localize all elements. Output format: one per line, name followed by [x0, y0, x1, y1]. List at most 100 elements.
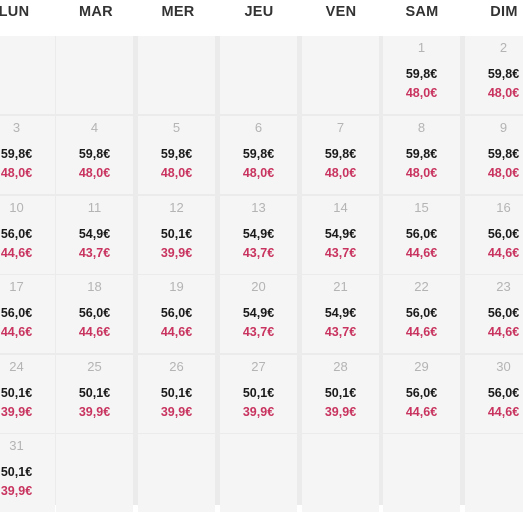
price-label: 59,8€	[324, 147, 357, 161]
price-label: 50,1€	[160, 227, 193, 241]
day-number: 13	[251, 200, 266, 215]
discount-price-label: 48,0€	[242, 166, 275, 180]
discount-price-label: 48,0€	[405, 166, 438, 180]
calendar-day-cell[interactable]: 3 59,8€ 48,0€	[0, 116, 55, 194]
calendar-day-cell[interactable]: 1 59,8€ 48,0€	[383, 36, 460, 114]
day-number: 31	[9, 438, 24, 453]
day-number: 28	[333, 359, 348, 374]
calendar-day-cell[interactable]: 29 56,0€ 44,6€	[383, 355, 460, 433]
price-label: 59,8€	[78, 147, 111, 161]
empty-cell	[302, 434, 379, 512]
empty-cell	[302, 36, 379, 114]
day-number: 16	[496, 200, 511, 215]
day-number: 19	[169, 279, 184, 294]
day-number: 5	[172, 120, 181, 135]
day-number: 21	[333, 279, 348, 294]
calendar-day-cell[interactable]: 9 59,8€ 48,0€	[465, 116, 523, 194]
calendar-day-cell[interactable]: 11 54,9€ 43,7€	[56, 196, 133, 274]
discount-price-label: 44,6€	[160, 325, 193, 339]
discount-price-label: 48,0€	[0, 166, 33, 180]
price-label: 59,8€	[487, 67, 520, 81]
day-number: 26	[169, 359, 184, 374]
day-number: 18	[87, 279, 102, 294]
empty-cell	[138, 36, 215, 114]
discount-price-label: 39,9€	[78, 405, 111, 419]
calendar-day-cell[interactable]: 30 56,0€ 44,6€	[465, 355, 523, 433]
empty-cell	[383, 434, 460, 512]
calendar-day-cell[interactable]: 16 56,0€ 44,6€	[465, 196, 523, 274]
day-number: 10	[9, 200, 24, 215]
discount-price-label: 43,7€	[324, 246, 357, 260]
discount-price-label: 43,7€	[242, 246, 275, 260]
discount-price-label: 44,6€	[487, 325, 520, 339]
price-label: 50,1€	[78, 386, 111, 400]
weekday-header: LUN MAR MER JEU VEN SAM DIM	[0, 0, 523, 36]
price-label: 54,9€	[242, 227, 275, 241]
empty-cell	[0, 36, 55, 114]
calendar-day-cell[interactable]: 28 50,1€ 39,9€	[302, 355, 379, 433]
day-number: 12	[169, 200, 184, 215]
day-number: 30	[496, 359, 511, 374]
calendar-day-cell[interactable]: 31 50,1€ 39,9€	[0, 434, 55, 512]
empty-cell	[220, 434, 297, 512]
calendar-day-cell[interactable]: 20 54,9€ 43,7€	[220, 275, 297, 353]
calendar-day-cell[interactable]: 12 50,1€ 39,9€	[138, 196, 215, 274]
day-number: 24	[9, 359, 24, 374]
calendar-day-cell[interactable]: 7 59,8€ 48,0€	[302, 116, 379, 194]
discount-price-label: 39,9€	[0, 484, 33, 498]
price-label: 50,1€	[0, 386, 33, 400]
discount-price-label: 44,6€	[0, 325, 33, 339]
calendar-day-cell[interactable]: 22 56,0€ 44,6€	[383, 275, 460, 353]
day-number: 1	[417, 40, 426, 55]
price-label: 59,8€	[405, 147, 438, 161]
day-number: 4	[90, 120, 99, 135]
calendar-day-cell[interactable]: 25 50,1€ 39,9€	[56, 355, 133, 433]
calendar-day-cell[interactable]: 21 54,9€ 43,7€	[302, 275, 379, 353]
day-number: 8	[417, 120, 426, 135]
price-label: 59,8€	[242, 147, 275, 161]
empty-cell	[465, 434, 523, 512]
discount-price-label: 39,9€	[160, 246, 193, 260]
day-number: 3	[12, 120, 21, 135]
price-label: 50,1€	[0, 465, 33, 479]
discount-price-label: 44,6€	[405, 325, 438, 339]
price-label: 54,9€	[324, 227, 357, 241]
day-number: 6	[254, 120, 263, 135]
empty-cell	[138, 434, 215, 512]
day-number: 25	[87, 359, 102, 374]
weekday-friday: VEN	[325, 4, 357, 20]
discount-price-label: 43,7€	[324, 325, 357, 339]
discount-price-label: 48,0€	[160, 166, 193, 180]
calendar-day-cell[interactable]: 24 50,1€ 39,9€	[0, 355, 55, 433]
day-number: 9	[499, 120, 508, 135]
calendar-day-cell[interactable]: 2 59,8€ 48,0€	[465, 36, 523, 114]
day-number: 14	[333, 200, 348, 215]
price-label: 50,1€	[242, 386, 275, 400]
calendar-day-cell[interactable]: 5 59,8€ 48,0€	[138, 116, 215, 194]
price-label: 56,0€	[487, 386, 520, 400]
calendar-day-cell[interactable]: 19 56,0€ 44,6€	[138, 275, 215, 353]
weekday-thursday: JEU	[244, 4, 274, 20]
discount-price-label: 44,6€	[405, 405, 438, 419]
calendar-day-cell[interactable]: 18 56,0€ 44,6€	[56, 275, 133, 353]
price-label: 54,9€	[78, 227, 111, 241]
calendar-day-cell[interactable]: 23 56,0€ 44,6€	[465, 275, 523, 353]
empty-cell	[56, 434, 133, 512]
calendar-day-cell[interactable]: 26 50,1€ 39,9€	[138, 355, 215, 433]
price-label: 59,8€	[160, 147, 193, 161]
calendar-day-cell[interactable]: 14 54,9€ 43,7€	[302, 196, 379, 274]
calendar-grid: 1 59,8€ 48,0€ 2 59,8€ 48,0€ 3 59,8€ 48,0€ 4 59,8€ 4…	[0, 36, 523, 512]
discount-price-label: 44,6€	[0, 246, 33, 260]
weekday-sunday: DIM	[490, 4, 518, 20]
empty-cell	[220, 36, 297, 114]
calendar-day-cell[interactable]: 17 56,0€ 44,6€	[0, 275, 55, 353]
calendar-day-cell[interactable]: 27 50,1€ 39,9€	[220, 355, 297, 433]
calendar-day-cell[interactable]: 8 59,8€ 48,0€	[383, 116, 460, 194]
calendar-day-cell[interactable]: 10 56,0€ 44,6€	[0, 196, 55, 274]
discount-price-label: 43,7€	[78, 246, 111, 260]
calendar-day-cell[interactable]: 15 56,0€ 44,6€	[383, 196, 460, 274]
calendar-day-cell[interactable]: 13 54,9€ 43,7€	[220, 196, 297, 274]
calendar-day-cell[interactable]: 4 59,8€ 48,0€	[56, 116, 133, 194]
calendar-day-cell[interactable]: 6 59,8€ 48,0€	[220, 116, 297, 194]
price-label: 59,8€	[405, 67, 438, 81]
